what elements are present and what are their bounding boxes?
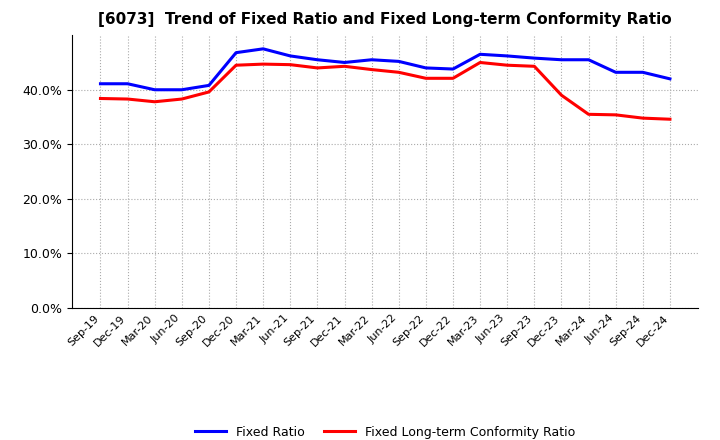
Fixed Ratio: [395, 59, 403, 64]
Fixed Ratio: [611, 70, 620, 75]
Fixed Ratio: [204, 83, 213, 88]
Fixed Long-term Conformity Ratio: [341, 64, 349, 69]
Fixed Ratio: [123, 81, 132, 86]
Fixed Long-term Conformity Ratio: [150, 99, 159, 104]
Fixed Ratio: [530, 55, 539, 61]
Fixed Long-term Conformity Ratio: [367, 67, 376, 72]
Fixed Ratio: [96, 81, 105, 86]
Fixed Long-term Conformity Ratio: [123, 96, 132, 102]
Fixed Long-term Conformity Ratio: [313, 65, 322, 70]
Fixed Ratio: [232, 50, 240, 55]
Fixed Long-term Conformity Ratio: [395, 70, 403, 75]
Fixed Long-term Conformity Ratio: [476, 60, 485, 65]
Fixed Ratio: [584, 57, 593, 62]
Fixed Long-term Conformity Ratio: [178, 96, 186, 102]
Fixed Ratio: [178, 87, 186, 92]
Fixed Ratio: [665, 76, 674, 81]
Fixed Long-term Conformity Ratio: [584, 112, 593, 117]
Fixed Ratio: [639, 70, 647, 75]
Fixed Long-term Conformity Ratio: [259, 62, 268, 67]
Fixed Ratio: [557, 57, 566, 62]
Line: Fixed Long-term Conformity Ratio: Fixed Long-term Conformity Ratio: [101, 62, 670, 119]
Fixed Ratio: [421, 65, 430, 70]
Fixed Long-term Conformity Ratio: [530, 64, 539, 69]
Fixed Ratio: [367, 57, 376, 62]
Fixed Ratio: [503, 53, 511, 59]
Fixed Long-term Conformity Ratio: [286, 62, 294, 67]
Fixed Ratio: [150, 87, 159, 92]
Fixed Ratio: [449, 66, 457, 72]
Fixed Long-term Conformity Ratio: [421, 76, 430, 81]
Fixed Long-term Conformity Ratio: [503, 62, 511, 68]
Fixed Long-term Conformity Ratio: [665, 117, 674, 122]
Title: [6073]  Trend of Fixed Ratio and Fixed Long-term Conformity Ratio: [6073] Trend of Fixed Ratio and Fixed Lo…: [99, 12, 672, 27]
Fixed Long-term Conformity Ratio: [96, 96, 105, 101]
Fixed Long-term Conformity Ratio: [204, 89, 213, 95]
Legend: Fixed Ratio, Fixed Long-term Conformity Ratio: Fixed Ratio, Fixed Long-term Conformity …: [190, 421, 580, 440]
Fixed Long-term Conformity Ratio: [639, 115, 647, 121]
Fixed Ratio: [476, 51, 485, 57]
Fixed Ratio: [286, 53, 294, 59]
Fixed Long-term Conformity Ratio: [611, 112, 620, 117]
Fixed Ratio: [313, 57, 322, 62]
Fixed Ratio: [341, 60, 349, 65]
Fixed Long-term Conformity Ratio: [232, 62, 240, 68]
Fixed Long-term Conformity Ratio: [557, 92, 566, 98]
Line: Fixed Ratio: Fixed Ratio: [101, 49, 670, 90]
Fixed Ratio: [259, 46, 268, 51]
Fixed Long-term Conformity Ratio: [449, 76, 457, 81]
